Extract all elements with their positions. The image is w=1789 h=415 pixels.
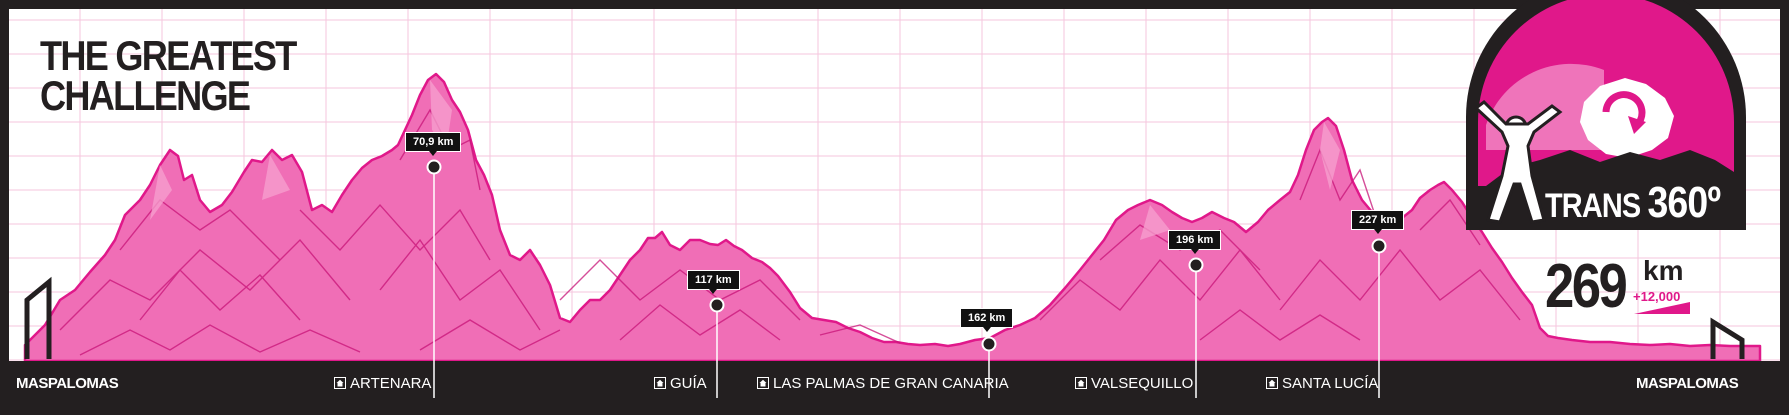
marker-tag: 117 km — [687, 270, 740, 294]
title-line-1: THE GREATEST — [40, 32, 297, 79]
town-label: SANTA LUCÍA — [1266, 374, 1378, 394]
town-label: VALSEQUILLO — [1075, 374, 1193, 394]
town-name: VALSEQUILLO — [1091, 375, 1194, 392]
marker-tag: 70,9 km — [405, 132, 462, 156]
town-label: MASPALOMAS — [1636, 374, 1739, 394]
marker-dot — [981, 336, 997, 352]
house-icon — [1266, 377, 1278, 389]
title-line-2: CHALLENGE — [40, 72, 251, 119]
house-icon — [334, 377, 346, 389]
marker-tag: 196 km — [1168, 230, 1222, 254]
town-name: MASPALOMAS — [16, 375, 119, 392]
marker-dot — [709, 297, 725, 313]
marker-tag: 227 km — [1351, 210, 1405, 234]
elevation-gain: +12,000 — [1633, 289, 1681, 304]
logo-wordmark: TRANS 360º — [1545, 181, 1721, 225]
town-label: MASPALOMAS — [16, 374, 119, 394]
house-icon — [757, 377, 769, 389]
house-icon — [1075, 377, 1087, 389]
runner-island-logo-icon — [1466, 0, 1746, 230]
total-distance-unit: km — [1643, 255, 1684, 286]
town-label: LAS PALMAS DE GRAN CANARIA — [757, 374, 1009, 394]
logo-number: 360º — [1647, 178, 1721, 227]
bottom-bar — [0, 361, 1789, 415]
page-title: THE GREATEST CHALLENGE — [40, 32, 297, 119]
town-label: GUÍA — [654, 374, 707, 394]
town-name: ARTENARA — [350, 375, 432, 392]
town-name: MASPALOMAS — [1636, 375, 1739, 392]
town-label: ARTENARA — [334, 374, 431, 394]
marker-tag: 162 km — [960, 308, 1014, 332]
town-name: GUÍA — [670, 375, 707, 392]
marker-dot — [426, 159, 442, 175]
town-name: SANTA LUCÍA — [1282, 375, 1379, 392]
logo-name: TRANS — [1545, 187, 1641, 225]
town-name: LAS PALMAS DE GRAN CANARIA — [773, 375, 1009, 392]
total-distance-value: 269 — [1545, 252, 1628, 321]
finish-arrow-icon — [1710, 317, 1745, 359]
ramp-icon — [1634, 302, 1690, 314]
house-icon — [654, 377, 666, 389]
marker-dot — [1188, 257, 1204, 273]
marker-layer — [426, 159, 1387, 398]
start-arrow-icon — [24, 276, 52, 359]
marker-dot — [1371, 238, 1387, 254]
